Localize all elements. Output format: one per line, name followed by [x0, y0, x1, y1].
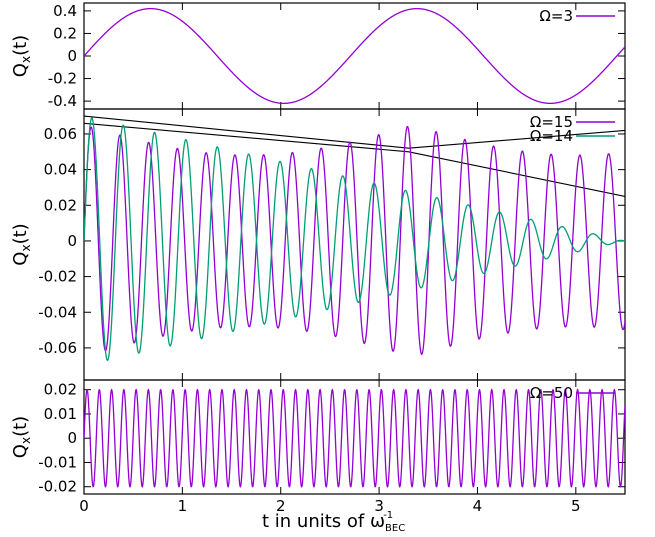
y-tick-label: -0.4 [48, 92, 77, 110]
x-tick-label: 1 [178, 497, 188, 515]
y-axis-label: Qx(t) [10, 35, 33, 77]
panel-3: 0.02 0.01 0 -0.01 -0.02 Qx(t) Ω=50 [10, 379, 626, 496]
legend-label: Ω=14 [530, 127, 573, 145]
series-line-Ω=50 [84, 388, 625, 488]
y-tick-label: 0.02 [44, 196, 77, 214]
y-tick-label: -0.2 [48, 70, 77, 88]
plot-area [84, 388, 625, 488]
y-tick-label: -0.02 [38, 478, 77, 496]
x-axis-label: t in units of ωBEC-1 [262, 510, 405, 534]
y-tick-label: 0 [67, 47, 77, 65]
envelope-line [84, 122, 625, 197]
y-tick-label: 0.2 [53, 24, 77, 42]
y-tick-label: 0.02 [44, 381, 77, 399]
y-tick-label: -0.02 [38, 268, 77, 286]
panel-1: 0.4 0.2 0 -0.2 -0.4 Qx(t) Ω=3 [10, 2, 626, 110]
series-line-Ω=3 [84, 7, 625, 105]
plot-area [84, 115, 625, 361]
y-tick-label: -0.06 [38, 339, 77, 357]
y-tick-label: 0.4 [53, 2, 77, 20]
y-tick-label: 0.01 [44, 405, 77, 423]
x-axis: 0 1 2 3 4 5 [79, 497, 580, 515]
legend-label: Ω=3 [539, 7, 573, 25]
x-tick-label: 5 [571, 497, 581, 515]
y-tick-label: 0.06 [44, 125, 77, 143]
panels: 0.4 0.2 0 -0.2 -0.4 Qx(t) Ω=3 0.06 0.04 0.02 0 -0.0… [10, 2, 626, 496]
x-tick-label: 3 [374, 497, 384, 515]
series-line-Ω=14 [84, 117, 625, 361]
panel-2: 0.06 0.04 0.02 0 -0.02 -0.04 -0.06 Qx(t) Ω=15Ω=1… [10, 108, 626, 381]
legend-label: Ω=15 [530, 113, 573, 131]
y-axis-label: Qx(t) [10, 223, 33, 265]
envelope-line [84, 115, 625, 149]
x-tick-label: 4 [473, 497, 483, 515]
y-axis-label: Qx(t) [10, 416, 33, 458]
plot-area [84, 7, 625, 105]
y-tick-label: 0.04 [44, 161, 77, 179]
y-tick-label: -0.01 [38, 453, 77, 471]
y-tick-label: 0 [67, 429, 77, 447]
y-tick-label: 0 [67, 232, 77, 250]
series-line-Ω=15 [84, 125, 625, 355]
x-tick-label: 2 [276, 497, 286, 515]
legend-label: Ω=50 [530, 384, 573, 402]
x-tick-label: 0 [79, 497, 89, 515]
y-tick-label: -0.04 [38, 303, 77, 321]
